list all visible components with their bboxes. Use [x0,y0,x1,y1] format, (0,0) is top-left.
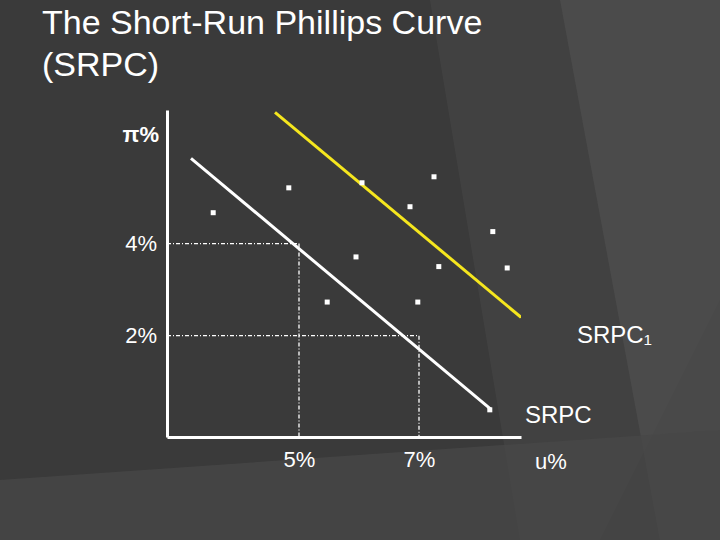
curve [191,158,491,409]
guide-vertical [298,244,299,437]
tick: 4% [125,231,167,256]
point [487,407,492,412]
y-axis: 2% 4% [125,111,167,438]
point [286,185,291,190]
tick: 2% [125,323,167,348]
point [354,254,359,259]
tick-label: 2% [125,323,157,348]
point [211,210,216,215]
point [505,265,510,270]
guide-horizontal [167,243,299,244]
point [432,174,437,179]
chart: The Short-Run Phillips Curve(SRPC) SRPC SR… [0,0,720,540]
point [490,229,495,234]
point [415,300,420,305]
tick: 5% [284,437,316,472]
plot-area [191,112,521,412]
tick-label: 5% [284,447,316,472]
point [360,180,365,185]
curve [275,112,521,317]
background-shape [0,430,720,540]
tick-label: 7% [404,447,436,472]
x-axis-title: u% [535,449,567,474]
x-axis: 5% 7% [168,437,522,472]
guide-horizontal [167,335,419,336]
title: The Short-Run Phillips Curve(SRPC) [42,3,482,83]
axis-line [168,436,522,439]
y-axis-title: π% [123,122,159,147]
series-label: SRPC [525,401,592,428]
background-fill [0,0,720,540]
tick-label: 4% [125,231,157,256]
point [408,204,413,209]
tick: 7% [404,437,436,472]
guides [167,244,419,437]
background [0,0,720,540]
axis-line [166,111,169,438]
point [436,264,441,269]
series-label: SRPC₁ [577,321,652,348]
point [325,300,330,305]
